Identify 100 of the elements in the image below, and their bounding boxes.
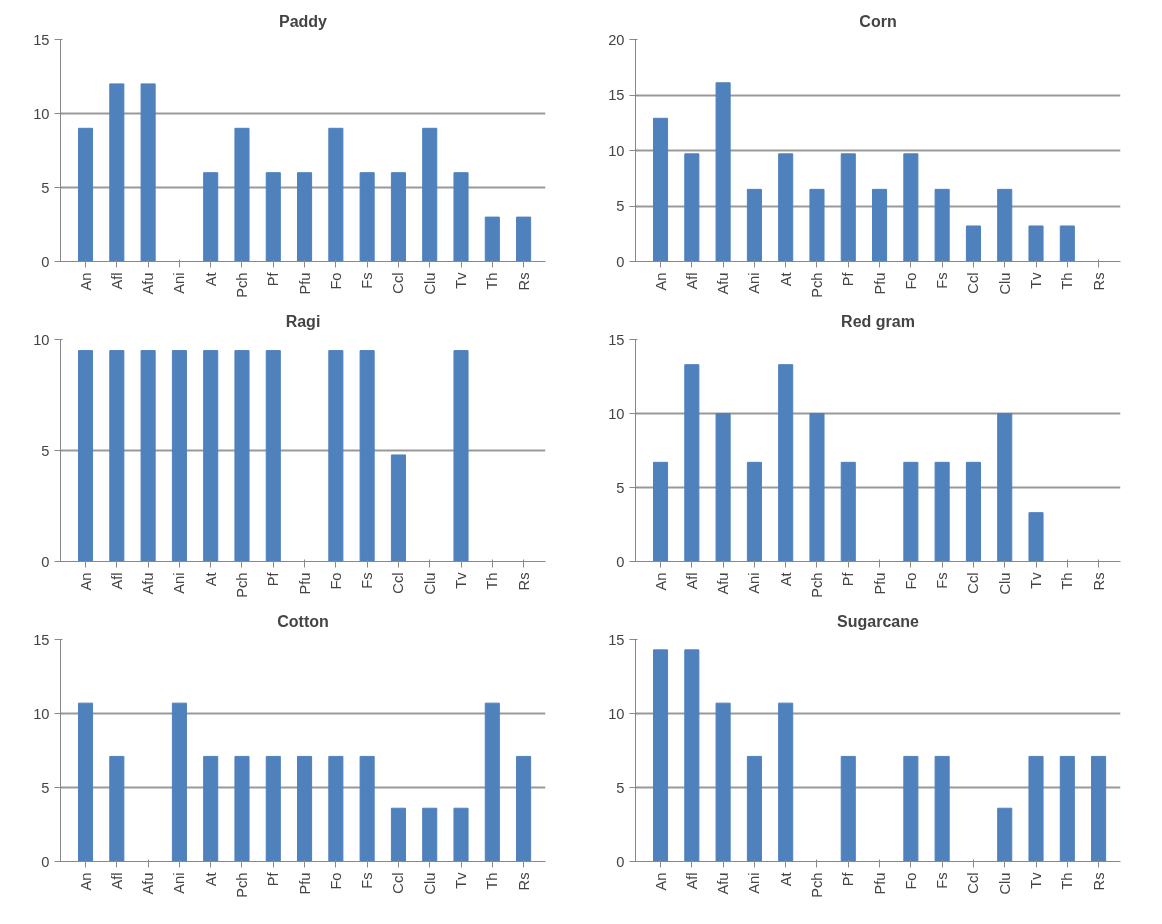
y-tick-label: 10 <box>608 142 625 159</box>
x-tick-label: Fo <box>327 272 344 290</box>
x-tick-label: Rs <box>1090 572 1107 591</box>
x-tick-label: An <box>652 272 669 291</box>
x-tick-label: Afu <box>715 272 732 295</box>
x-tick-label: Ccl <box>390 872 407 894</box>
y-tick-label: 0 <box>41 853 50 870</box>
x-tick-label: Afl <box>683 572 700 590</box>
chart-title: Paddy <box>278 12 328 30</box>
y-tick-label: 10 <box>608 405 625 422</box>
chart-title: Ragi <box>285 312 321 330</box>
x-tick-label: Fo <box>902 572 919 590</box>
x-tick-label: Rs <box>515 272 532 291</box>
x-tick-label: Fs <box>359 872 376 889</box>
x-tick-label: Pch <box>808 872 825 898</box>
x-tick-label: Th <box>1059 872 1076 890</box>
y-tick-label: 15 <box>608 331 625 348</box>
x-tick-label: Clu <box>996 872 1013 895</box>
x-tick-label: Ccl <box>965 572 982 594</box>
x-tick-label: Pfu <box>871 872 888 895</box>
y-tick-label: 0 <box>41 253 50 270</box>
x-tick-label: Pch <box>233 572 250 598</box>
y-tick-label: 5 <box>41 779 50 796</box>
x-tick-label: Afl <box>108 272 125 290</box>
x-tick-label: Tv <box>1028 271 1045 289</box>
x-tick-label: Afl <box>683 872 700 890</box>
x-tick-label: Fo <box>902 272 919 290</box>
x-tick-label: Tv <box>1028 871 1045 889</box>
x-tick-label: Afu <box>140 272 157 295</box>
x-tick-label: An <box>77 572 94 591</box>
x-tick-label: Pch <box>233 272 250 298</box>
x-tick-label: Pch <box>808 572 825 598</box>
x-tick-label: Afl <box>108 572 125 590</box>
x-tick-label: Afl <box>683 272 700 290</box>
x-tick-label: Pf <box>840 271 857 287</box>
y-tick-label: 10 <box>33 105 50 122</box>
x-tick-label: An <box>77 872 94 891</box>
x-tick-label: Ani <box>171 572 188 594</box>
x-tick-label: Tv <box>453 571 470 589</box>
y-tick-label: 10 <box>608 705 625 722</box>
x-tick-label: Clu <box>421 272 438 295</box>
y-tick-label: 0 <box>616 553 625 570</box>
x-tick-label: Pf <box>840 871 857 887</box>
x-tick-label: Ccl <box>390 272 407 294</box>
y-tick-label: 10 <box>33 331 50 348</box>
x-tick-label: Ani <box>746 872 763 894</box>
x-tick-label: Afu <box>140 572 157 595</box>
x-tick-label: Ccl <box>965 272 982 294</box>
x-tick-label: Ani <box>171 872 188 894</box>
x-tick-label: Fs <box>934 272 951 289</box>
y-tick-label: 5 <box>41 179 50 196</box>
x-tick-label: Afu <box>715 872 732 895</box>
x-tick-label: At <box>202 572 219 587</box>
x-tick-label: Ccl <box>390 572 407 594</box>
y-tick-label: 15 <box>33 631 50 648</box>
y-tick-label: 5 <box>41 442 50 459</box>
y-tick-label: 20 <box>608 31 625 48</box>
x-tick-label: Afu <box>715 572 732 595</box>
x-tick-label: Fo <box>327 572 344 590</box>
x-tick-label: Clu <box>996 572 1013 595</box>
y-tick-label: 15 <box>608 87 625 103</box>
y-tick-label: 15 <box>33 31 50 48</box>
chart-title: Red gram <box>841 312 915 330</box>
x-tick-label: An <box>77 272 94 291</box>
x-tick-label: Rs <box>515 872 532 891</box>
y-tick-label: 5 <box>616 198 625 214</box>
x-tick-label: Fo <box>902 872 919 890</box>
y-tick-label: 5 <box>616 779 625 796</box>
x-tick-label: Th <box>484 572 501 590</box>
x-tick-label: Pf <box>265 871 282 887</box>
x-tick-label: Pfu <box>296 872 313 895</box>
x-tick-label: Th <box>484 272 501 290</box>
y-tick-label: 0 <box>41 553 50 570</box>
x-tick-label: Afl <box>108 872 125 890</box>
x-tick-label: Pfu <box>871 572 888 595</box>
x-tick-label: Ccl <box>965 872 982 894</box>
y-tick-label: 5 <box>616 479 625 496</box>
x-tick-label: Clu <box>996 272 1013 295</box>
x-tick-label: Rs <box>1090 872 1107 891</box>
chart-title: Sugarcane <box>837 612 920 630</box>
x-tick-label: Tv <box>453 871 470 889</box>
chart-title: Corn <box>859 12 897 30</box>
x-tick-label: An <box>652 572 669 591</box>
x-tick-label: At <box>777 272 794 287</box>
x-tick-label: Fs <box>934 872 951 889</box>
x-tick-label: At <box>777 572 794 587</box>
x-tick-label: Rs <box>515 572 532 591</box>
y-tick-label: 15 <box>608 631 625 648</box>
x-tick-label: Afu <box>140 872 157 895</box>
x-tick-label: Ani <box>746 272 763 294</box>
x-tick-label: Pch <box>808 272 825 298</box>
x-tick-label: At <box>202 872 219 887</box>
x-tick-label: Tv <box>1028 571 1045 589</box>
x-tick-label: At <box>777 872 794 887</box>
x-tick-label: Fo <box>327 872 344 890</box>
chart-title: Cotton <box>277 612 329 630</box>
x-tick-label: Ani <box>171 272 188 294</box>
x-tick-label: An <box>652 872 669 891</box>
x-tick-label: Ani <box>746 572 763 594</box>
x-tick-label: At <box>202 272 219 287</box>
